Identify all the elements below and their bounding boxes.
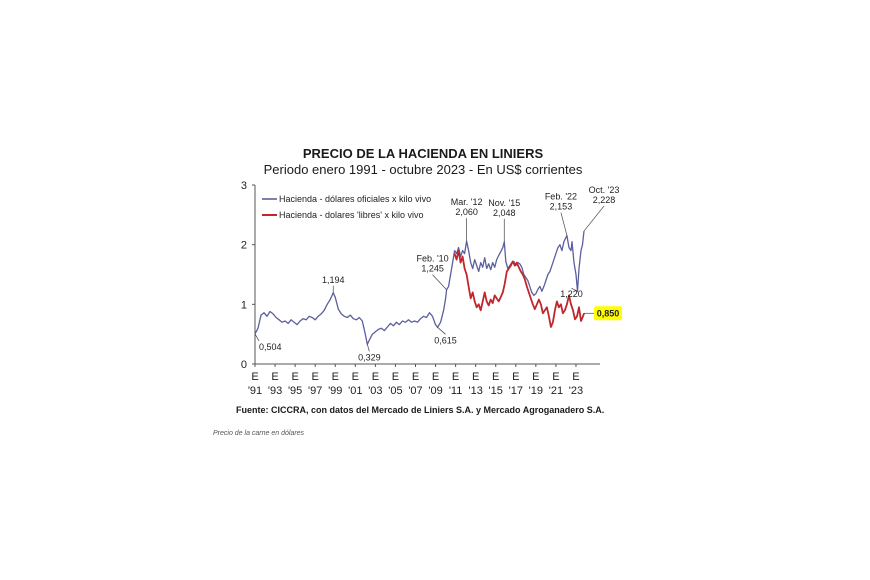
x-axis: E '91 E '93 E '95 E '97 E '99 E '01 E '03 E '05 E '07 E '09… (248, 363, 600, 397)
y-tick-label: 0 (241, 359, 247, 371)
chart-source: Fuente: CICCRA, con datos del Mercado de… (236, 405, 604, 415)
annotation-label: 1,220 (560, 289, 583, 299)
x-tick-year: '93 (268, 385, 282, 397)
x-tick-month: E (452, 371, 459, 383)
annotation-label: 2,048 (493, 208, 516, 218)
annotation-label: 2,060 (455, 207, 478, 217)
x-tick-labels: E '91 E '93 E '95 E '97 E '99 E '01 E '03 E '05 E '07 E '09… (248, 364, 583, 397)
annotation-label: 1,194 (322, 275, 345, 285)
x-tick-month: E (572, 371, 579, 383)
series-line-1 (453, 249, 585, 328)
y-tick-label: 3 (241, 180, 247, 192)
x-tick-month: E (332, 371, 339, 383)
chart-title: PRECIO DE LA HACIENDA EN LINIERS (303, 146, 544, 161)
x-tick-month: E (271, 371, 278, 383)
annotation-label: 2,153 (550, 202, 573, 212)
annotation-label: 0,615 (434, 335, 457, 345)
x-tick-month: E (432, 371, 439, 383)
annotation-label: 2,228 (593, 195, 616, 205)
x-tick-year: '05 (388, 385, 402, 397)
x-tick-month: E (532, 371, 539, 383)
x-tick-year: '13 (468, 385, 482, 397)
x-tick-month: E (372, 371, 379, 383)
annotation-leader (583, 205, 605, 232)
x-tick-month: E (251, 371, 258, 383)
x-tick-year: '07 (408, 385, 422, 397)
annotation-label: Mar. '12 (451, 197, 483, 207)
x-tick-year: '97 (308, 385, 322, 397)
legend: Hacienda - dólares oficiales x kilo vivo… (262, 194, 431, 220)
annotations: 0,504 1,194 0,329 0,615 Feb. '101,245 Mar. '1… (254, 185, 622, 362)
x-tick-month: E (352, 371, 359, 383)
annotation-label: Nov. '15 (488, 198, 520, 208)
x-tick-year: '19 (529, 385, 543, 397)
x-tick-month: E (552, 371, 559, 383)
annotation-label: Feb. '22 (545, 192, 577, 202)
image-caption: Precio de la carne en dólares (213, 430, 305, 437)
legend-label-oficial: Hacienda - dólares oficiales x kilo vivo (279, 194, 431, 204)
annotation-leader (437, 327, 446, 335)
x-tick-year: '21 (549, 385, 563, 397)
x-tick-year: '23 (569, 385, 583, 397)
annotation-label: Oct. '23 (589, 185, 620, 195)
highlight-label: 0,850 (597, 308, 620, 318)
x-tick-year: '15 (489, 385, 503, 397)
annotation-leader (560, 212, 568, 236)
x-tick-year: '11 (449, 385, 463, 397)
annotation-leader (432, 274, 447, 290)
x-tick-month: E (412, 371, 419, 383)
annotation-leader (254, 333, 260, 342)
x-tick-month: E (512, 371, 519, 383)
series-layer (254, 231, 585, 346)
annotation-leader (367, 344, 370, 352)
x-tick-year: '01 (348, 385, 362, 397)
x-tick-year: '99 (328, 385, 342, 397)
y-axis: 0 1 2 3 (241, 180, 256, 371)
x-tick-month: E (312, 371, 319, 383)
x-tick-year: '95 (288, 385, 302, 397)
x-tick-month: E (291, 371, 298, 383)
annotation-leader (571, 287, 578, 292)
x-tick-year: '09 (428, 385, 442, 397)
annotation-label: Feb. '10 (416, 254, 448, 264)
y-tick-label: 2 (241, 240, 247, 252)
annotation-label: 0,504 (259, 342, 282, 352)
annotation-label: 0,329 (358, 352, 381, 362)
x-tick-year: '03 (368, 385, 382, 397)
series-line-0 (254, 231, 585, 346)
x-tick-month: E (392, 371, 399, 383)
y-tick-labels: 0 1 2 3 (241, 180, 255, 371)
x-tick-month: E (492, 371, 499, 383)
x-tick-year: '91 (248, 385, 262, 397)
x-tick-year: '17 (509, 385, 523, 397)
y-tick-label: 1 (241, 299, 247, 311)
legend-label-libre: Hacienda - dolares 'libres' x kilo vivo (279, 210, 424, 220)
annotation-label: 1,245 (421, 264, 444, 274)
chart-subtitle: Periodo enero 1991 - octubre 2023 - En U… (264, 162, 583, 177)
highlight-box (593, 306, 622, 321)
x-tick-month: E (472, 371, 479, 383)
